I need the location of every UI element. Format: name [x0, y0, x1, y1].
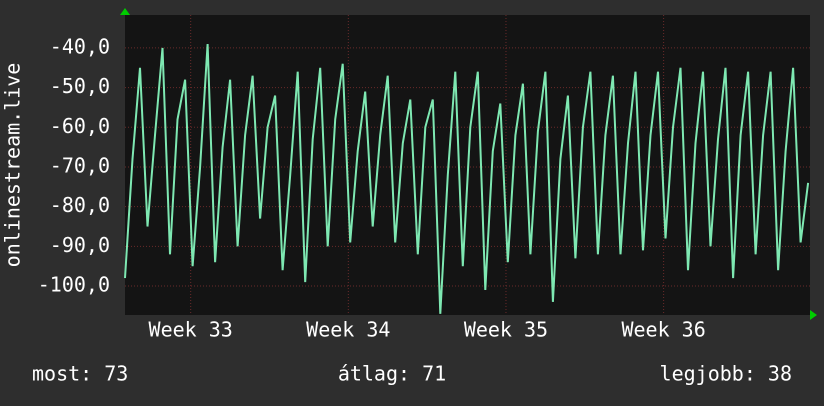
y-tick-label: -60,0 — [50, 114, 110, 138]
y-tick-label: -90,0 — [50, 233, 110, 257]
x-tick-label: Week 36 — [621, 318, 705, 342]
axis-arrow — [120, 8, 130, 15]
footer-best: legjobb: 38 — [660, 362, 792, 386]
x-tick-label: Week 34 — [306, 318, 390, 342]
data-line — [124, 43, 810, 314]
y-tick-label: -80,0 — [50, 193, 110, 217]
y-tick-label: -40,0 — [50, 34, 110, 58]
x-tick-label: Week 33 — [149, 318, 233, 342]
footer-average: átlag: 71 — [338, 362, 446, 386]
axis-arrow — [810, 310, 817, 320]
y-tick-label: -100,0 — [38, 273, 110, 297]
y-tick-label: -50,0 — [50, 74, 110, 98]
y-tick-label: -70,0 — [50, 153, 110, 177]
footer-current: most: 73 — [32, 362, 128, 386]
y-axis-label: onlinestream.live — [1, 63, 25, 268]
x-tick-label: Week 35 — [464, 318, 548, 342]
